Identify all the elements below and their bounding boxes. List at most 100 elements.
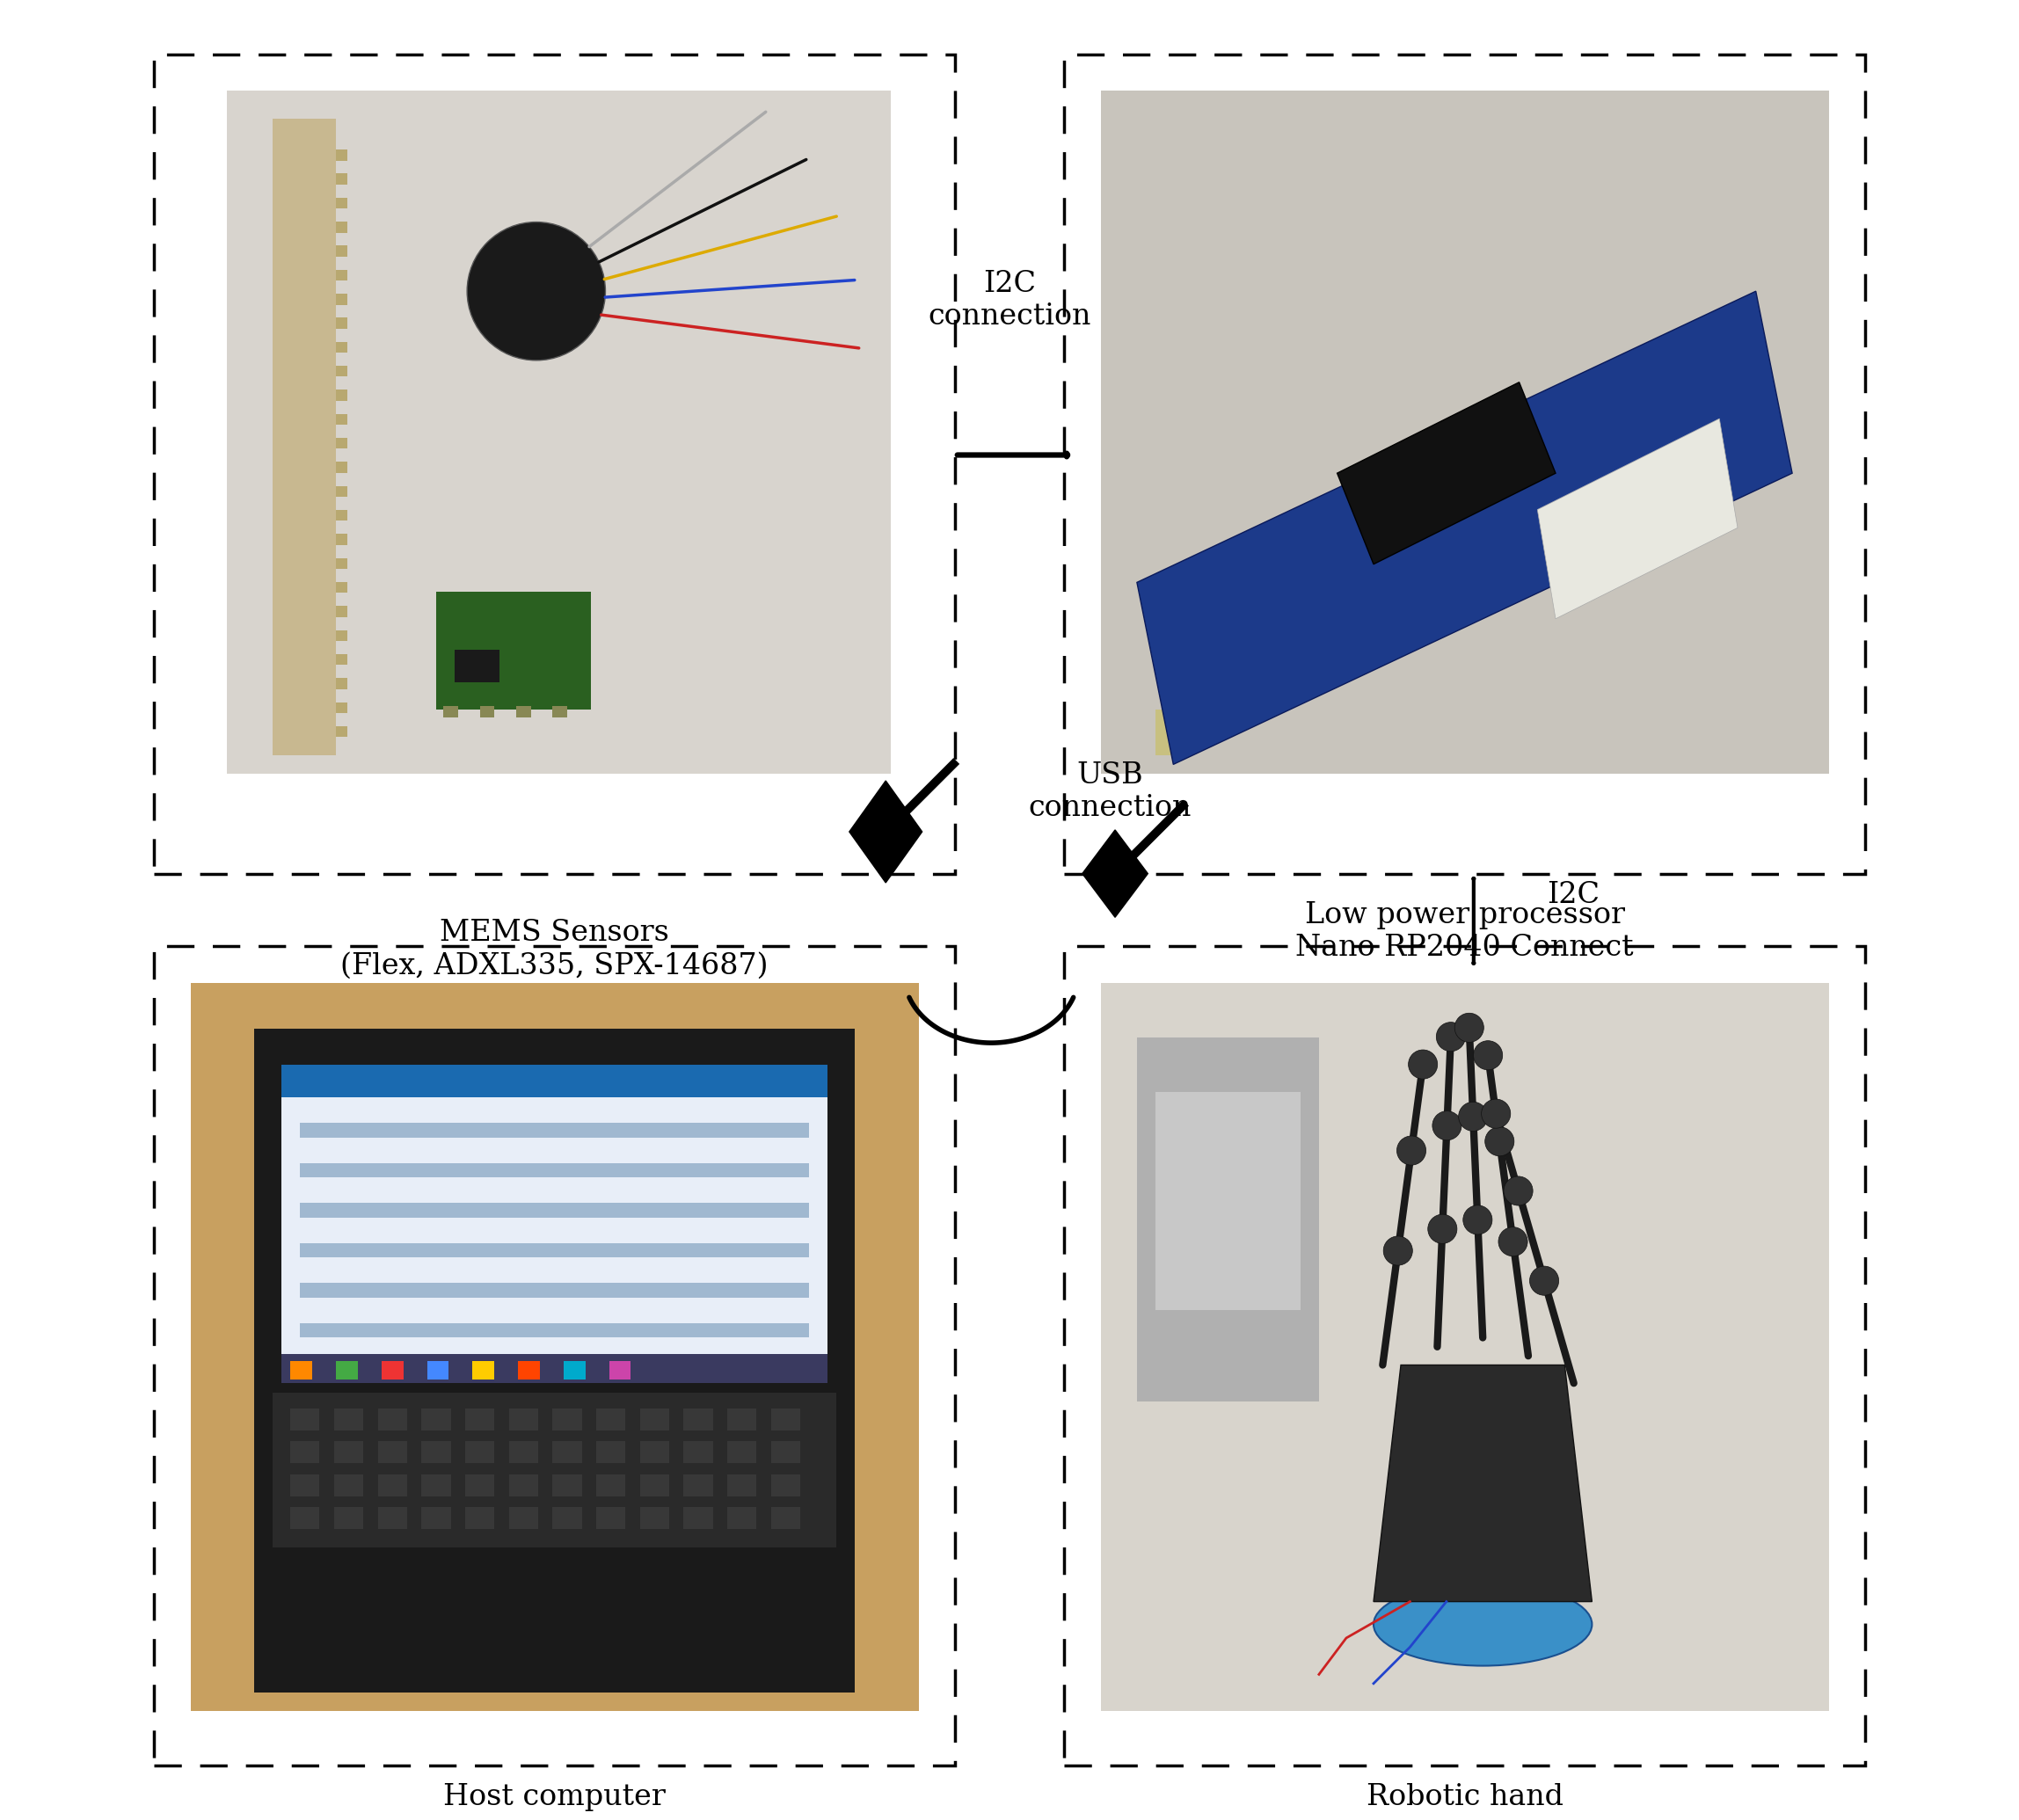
Bar [335, 366, 347, 377]
Bar [335, 1507, 363, 1529]
Bar [335, 703, 347, 713]
Bar [640, 1409, 668, 1431]
Bar [299, 1243, 810, 1258]
Polygon shape [1337, 382, 1555, 564]
Text: Robotic hand: Robotic hand [1367, 1784, 1563, 1811]
Bar [291, 1409, 319, 1431]
Bar [596, 1409, 626, 1431]
Bar [1155, 710, 1183, 755]
Bar [299, 1283, 810, 1298]
Bar [190, 983, 919, 1711]
Text: USB
connection: USB connection [1028, 761, 1191, 823]
Polygon shape [1536, 419, 1738, 619]
Circle shape [466, 222, 606, 360]
Bar [1137, 1037, 1318, 1401]
Bar [378, 1474, 408, 1496]
Bar [481, 706, 495, 717]
Bar [299, 1123, 810, 1138]
Bar [335, 533, 347, 544]
Polygon shape [1373, 1365, 1593, 1602]
Bar [610, 1361, 630, 1380]
Bar [153, 55, 955, 874]
Bar [273, 1392, 836, 1547]
Bar [1676, 450, 1702, 495]
Circle shape [1474, 1041, 1502, 1070]
Bar [553, 1409, 581, 1431]
Bar [299, 1163, 810, 1178]
Bar [553, 1507, 581, 1529]
Circle shape [1458, 1101, 1488, 1130]
Bar [1100, 983, 1829, 1711]
Bar [727, 1474, 757, 1496]
Polygon shape [1082, 830, 1149, 917]
Bar [335, 318, 347, 329]
Bar [335, 1474, 363, 1496]
Bar [596, 1507, 626, 1529]
Bar [335, 653, 347, 664]
Bar [684, 1441, 713, 1463]
Bar [382, 1361, 404, 1380]
Bar [335, 462, 347, 473]
Bar [1391, 592, 1419, 637]
Circle shape [1482, 1099, 1510, 1128]
Bar [335, 342, 347, 353]
Bar [422, 1507, 450, 1529]
Bar [426, 1361, 448, 1380]
Bar [640, 1507, 668, 1529]
Bar [226, 91, 890, 774]
Bar [299, 1203, 810, 1218]
Bar [335, 439, 347, 450]
Bar [335, 630, 347, 641]
Bar [771, 1507, 800, 1529]
Bar [1250, 662, 1278, 708]
Bar [335, 173, 347, 184]
Bar [727, 1507, 757, 1529]
Bar [684, 1474, 713, 1496]
Bar [727, 1409, 757, 1431]
Bar [335, 246, 347, 257]
Bar [281, 1354, 828, 1383]
Bar [335, 222, 347, 233]
Bar [1155, 1092, 1300, 1310]
Circle shape [1498, 1227, 1528, 1256]
Bar [335, 389, 347, 400]
Bar [444, 706, 458, 717]
Bar [684, 1507, 713, 1529]
Bar [254, 1028, 854, 1693]
Bar [596, 1441, 626, 1463]
Bar [553, 706, 567, 717]
Bar [281, 1065, 828, 1097]
Circle shape [1431, 1110, 1462, 1139]
Bar [335, 293, 347, 304]
Bar [436, 592, 592, 710]
Bar [517, 706, 531, 717]
Circle shape [1504, 1176, 1532, 1205]
Bar [509, 1441, 537, 1463]
Polygon shape [1137, 291, 1793, 764]
Bar [472, 1361, 495, 1380]
Text: Low power processor
Nano RP2040 Connect: Low power processor Nano RP2040 Connect [1296, 901, 1633, 961]
Bar [335, 269, 347, 280]
Bar [596, 1474, 626, 1496]
Bar [281, 1065, 828, 1383]
Bar [335, 198, 347, 209]
Circle shape [1454, 1014, 1484, 1043]
Bar [727, 1441, 757, 1463]
Circle shape [1397, 1136, 1425, 1165]
Bar [422, 1409, 450, 1431]
Bar [553, 1441, 581, 1463]
Bar [273, 118, 335, 755]
Bar [335, 510, 347, 521]
Bar [422, 1441, 450, 1463]
Bar [335, 606, 347, 617]
Bar [563, 1361, 586, 1380]
Bar [335, 582, 347, 593]
Text: I2C
connection: I2C connection [929, 269, 1090, 331]
Bar [335, 149, 347, 160]
Circle shape [1486, 1127, 1514, 1156]
Bar [771, 1409, 800, 1431]
Bar [1486, 544, 1514, 590]
Bar [1629, 473, 1656, 519]
Bar [335, 1409, 363, 1431]
Bar [684, 1409, 713, 1431]
